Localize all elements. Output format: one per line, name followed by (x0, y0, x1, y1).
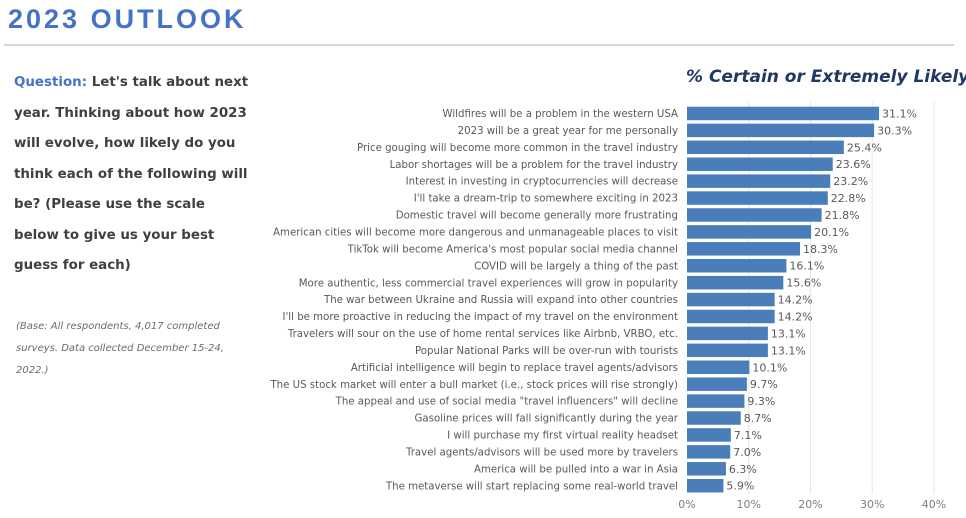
x-tick-label: 10% (737, 498, 761, 511)
base-note: (Base: All respondents, 4,017 completed … (16, 321, 224, 376)
category-label: American cities will become more dangero… (273, 228, 678, 239)
category-label: The US stock market will enter a bull ma… (269, 380, 678, 391)
page-title: 2023 OUTLOOK (8, 4, 247, 34)
category-label: Interest in investing in cryptocurrencie… (406, 177, 678, 188)
category-label: Price gouging will become more common in… (357, 143, 678, 154)
value-label: 9.7% (750, 378, 778, 391)
chart-title: % Certain or Extremely Likely (686, 67, 966, 87)
bar (687, 394, 745, 408)
title-divider (4, 44, 954, 46)
x-tick-label: 30% (860, 498, 884, 511)
bar (687, 225, 812, 239)
bar (687, 462, 726, 476)
bar (687, 275, 784, 290)
category-label: The war between Ukraine and Russia will … (323, 295, 678, 306)
bar (687, 174, 831, 188)
category-label: Gasoline prices will fall significantly … (415, 414, 679, 425)
bar (687, 157, 833, 171)
value-label: 30.3% (877, 124, 912, 137)
category-label: The metaverse will start replacing some … (385, 481, 678, 492)
x-axis-ticks: 0% 10% 20% 30% 40% (678, 498, 946, 511)
value-label: 13.1% (771, 344, 806, 357)
value-label: 14.2% (778, 311, 813, 324)
category-label: Travel agents/advisors will be used more… (405, 447, 678, 458)
bar (687, 326, 768, 341)
category-label: Popular National Parks will be over-run … (415, 346, 678, 357)
category-label: Wildfires will be a problem in the weste… (442, 109, 678, 120)
bar (687, 478, 724, 493)
value-label: 5.9% (726, 480, 754, 493)
bar (687, 258, 787, 273)
bars (687, 106, 880, 493)
value-label: 20.1% (814, 226, 849, 239)
bar (687, 428, 731, 442)
category-label: TikTok will become America's most popula… (347, 244, 678, 255)
value-label: 18.3% (803, 243, 838, 256)
category-label: I will purchase my first virtual reality… (447, 431, 678, 442)
bar (687, 445, 731, 459)
bar (687, 309, 775, 324)
category-label: America will be pulled into a war in Asi… (474, 464, 678, 475)
value-label: 22.8% (831, 192, 866, 205)
value-label: 10.1% (752, 361, 787, 374)
category-label: Domestic travel will become generally mo… (396, 211, 678, 222)
value-label: 6.3% (729, 463, 757, 476)
category-labels: Wildfires will be a problem in the weste… (269, 109, 678, 492)
value-label: 31.1% (882, 107, 917, 120)
bar (687, 377, 747, 391)
value-label: 16.1% (789, 260, 824, 273)
category-label: Travelers will sour on the use of home r… (287, 329, 678, 340)
category-label: Artificial intelligence will begin to re… (351, 363, 678, 374)
bar (687, 343, 768, 358)
category-label: Labor shortages will be a problem for th… (390, 160, 678, 171)
value-label: 21.8% (825, 209, 860, 222)
x-tick-label: 0% (678, 498, 695, 511)
question-text: Let's talk about next year. Thinking abo… (14, 75, 249, 273)
bar (687, 242, 801, 256)
bar (687, 191, 828, 205)
category-label: COVID will be largely a thing of the pas… (474, 261, 678, 272)
value-label: 7.1% (734, 429, 762, 442)
question-block: Question: Let's talk about next year. Th… (14, 68, 250, 282)
question-label: Question: (14, 75, 88, 90)
bar (687, 140, 844, 155)
category-label: 2023 will be a great year for me persona… (458, 126, 678, 137)
x-tick-label: 40% (922, 498, 946, 511)
x-tick-label: 20% (798, 498, 822, 511)
value-label: 13.1% (771, 327, 806, 340)
value-label: 7.0% (733, 446, 761, 459)
category-label: I'll take a dream-trip to somewhere exci… (414, 194, 678, 205)
bar (687, 208, 822, 222)
bar (687, 360, 750, 375)
value-label: 25.4% (847, 141, 882, 154)
value-labels: 31.1% 30.3% 25.4% 23.6% 23.2% 22.8% 21.8% 20.1%… (726, 107, 917, 492)
category-label: I'll be more proactive in reducing the i… (282, 312, 678, 323)
bar (687, 106, 880, 121)
value-label: 15.6% (786, 277, 821, 290)
value-label: 8.7% (744, 412, 772, 425)
category-label: The appeal and use of social media "trav… (335, 397, 678, 408)
bar (687, 292, 775, 307)
value-label: 23.2% (833, 175, 868, 188)
value-label: 9.3% (747, 395, 775, 408)
bar (687, 411, 741, 425)
value-label: 23.6% (836, 158, 871, 171)
category-label: More authentic, less commercial travel e… (299, 278, 678, 289)
value-label: 14.2% (778, 294, 813, 307)
bar (687, 123, 875, 138)
